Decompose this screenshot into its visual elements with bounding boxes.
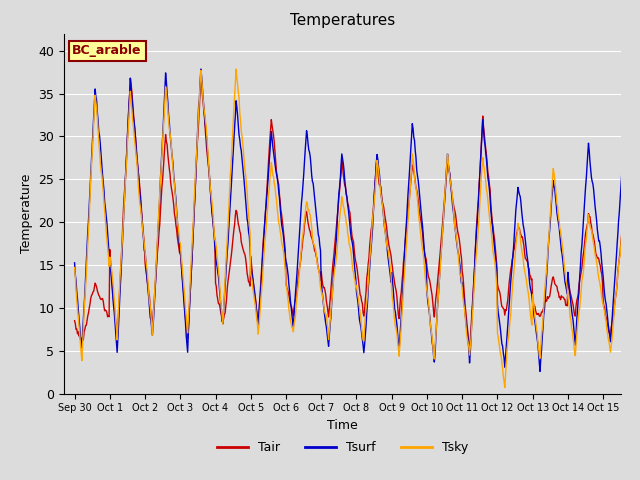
Tsurf <box>536 369 544 374</box>
Tair <box>241 252 249 257</box>
Tsky <box>241 167 249 172</box>
Tsurf <box>447 177 454 183</box>
Tsurf <box>241 188 249 193</box>
Line: Tsurf: Tsurf <box>75 69 637 372</box>
Tsky <box>71 264 79 270</box>
Tsky <box>291 321 298 327</box>
Text: BC_arable: BC_arable <box>72 44 142 58</box>
Tair <box>634 291 640 297</box>
Tsurf <box>71 260 79 266</box>
Line: Tair: Tair <box>75 72 637 353</box>
Tsurf <box>197 66 205 72</box>
Tair <box>447 181 454 187</box>
Tsurf <box>137 200 145 205</box>
Tsurf <box>415 184 423 190</box>
Tair <box>137 194 145 200</box>
Tsurf <box>291 311 298 316</box>
Tsky <box>447 180 454 185</box>
Tsky <box>232 66 240 72</box>
Tair <box>71 318 79 324</box>
Tsky <box>501 384 509 390</box>
Tsky <box>269 172 276 178</box>
Tsky <box>415 215 423 220</box>
Legend: Tair, Tsurf, Tsky: Tair, Tsurf, Tsky <box>212 436 473 459</box>
Tsurf <box>269 144 276 149</box>
Tair <box>197 69 205 75</box>
Tsky <box>634 299 640 305</box>
Tair <box>466 350 474 356</box>
Tair <box>269 128 276 133</box>
Title: Temperatures: Temperatures <box>290 13 395 28</box>
Y-axis label: Temperature: Temperature <box>20 174 33 253</box>
Tair <box>291 305 298 311</box>
X-axis label: Time: Time <box>327 419 358 432</box>
Line: Tsky: Tsky <box>75 69 637 387</box>
Tsurf <box>634 270 640 276</box>
Tsky <box>137 206 145 212</box>
Tair <box>415 204 423 210</box>
